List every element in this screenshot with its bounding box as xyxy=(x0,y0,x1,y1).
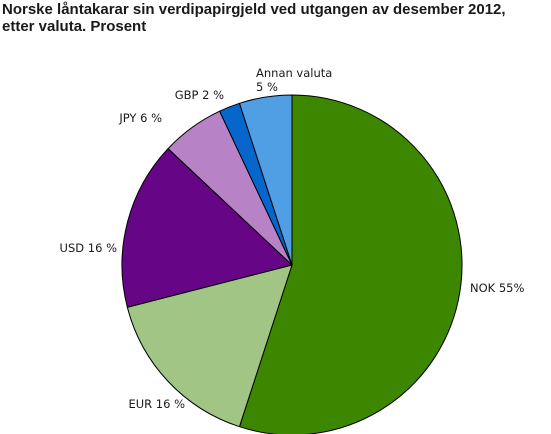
chart-title-line-1: Norske låntakarar sin verdipapirgjeld ve… xyxy=(2,1,506,18)
pie-label-eur: EUR 16 % xyxy=(128,397,185,411)
pie-label-jpy: JPY 6 % xyxy=(118,111,162,125)
pie-slice-eur xyxy=(126,264,293,428)
pie-label-annan-valuta: Annan valuta 5 % xyxy=(256,66,332,94)
pie-slice-usd xyxy=(121,148,293,308)
pie-label-usd: USD 16 % xyxy=(60,241,118,255)
pie-label-gbp: GBP 2 % xyxy=(175,88,224,102)
pie-slices xyxy=(121,94,463,434)
pie-slice-nok xyxy=(238,94,463,434)
pie-labels: NOK 55% EUR 16 % USD 16 % JPY 6 % GBP 2 % Ann… xyxy=(60,66,525,411)
pie-label-nok: NOK 55% xyxy=(470,281,524,295)
chart-title-line-2: etter valuta. Prosent xyxy=(2,18,147,35)
chart-title: Norske låntakarar sin verdipapirgjeld ve… xyxy=(2,1,550,35)
pie-slice-annan-valuta xyxy=(238,94,293,266)
